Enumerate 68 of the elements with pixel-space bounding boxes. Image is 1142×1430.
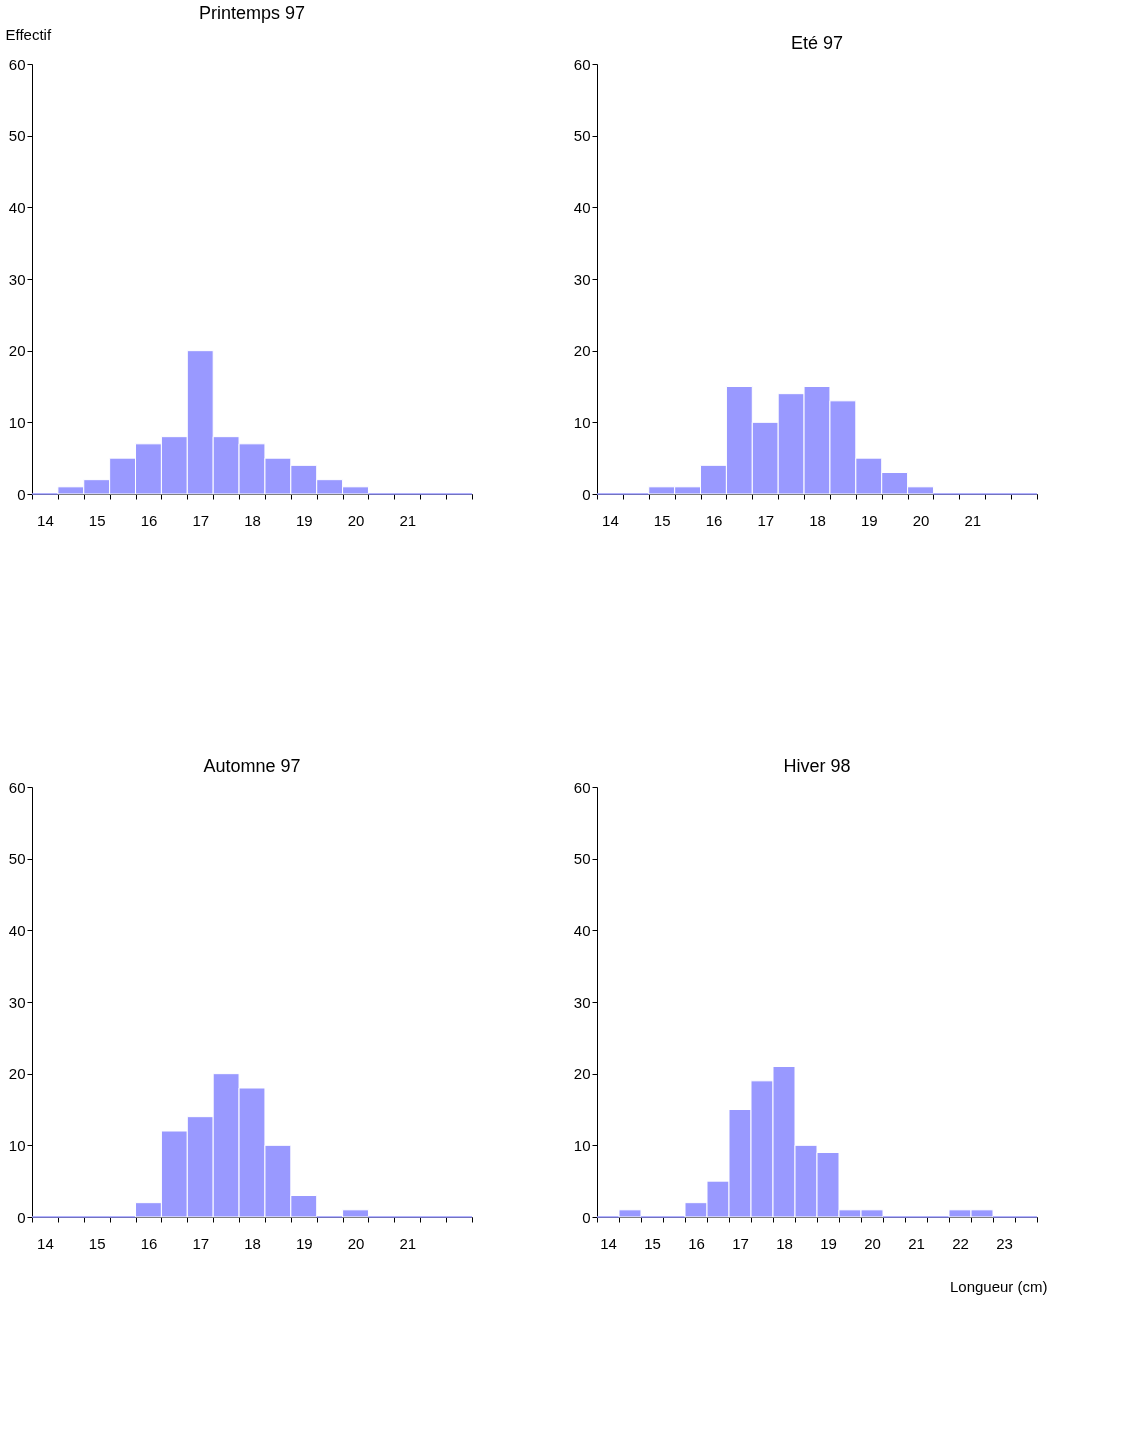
y-tick-label: 10 — [8, 1136, 26, 1154]
y-tick-label: 60 — [8, 778, 26, 796]
x-tick-label: 17 — [192, 511, 210, 529]
x-tick-label: 20 — [912, 511, 930, 529]
y-tick-label: 50 — [8, 850, 26, 868]
x-axis-title: Longueur (cm) — [949, 1277, 1048, 1295]
x-tick-label: 19 — [295, 511, 313, 529]
y-tick-label: 0 — [582, 1208, 591, 1226]
chart-title: Hiver 98 — [783, 756, 851, 776]
x-tick-label: 16 — [688, 1234, 705, 1252]
x-tick-label: 20 — [347, 1234, 365, 1252]
x-tick-label: 14 — [600, 1234, 617, 1252]
x-tick-label: 16 — [140, 1234, 158, 1252]
y-tick-label: 60 — [573, 778, 591, 796]
y-tick-label: 40 — [573, 921, 591, 939]
x-tick-label: 14 — [602, 511, 619, 529]
y-tick-label: 0 — [17, 485, 26, 503]
x-tick-label: 17 — [732, 1234, 749, 1252]
y-tick-label: 0 — [17, 1208, 26, 1226]
x-tick-label: 17 — [192, 1234, 210, 1252]
x-tick-label: 21 — [908, 1234, 925, 1252]
x-tick-label: 18 — [809, 511, 826, 529]
x-tick-label: 20 — [864, 1234, 881, 1252]
x-tick-label: 18 — [244, 511, 261, 529]
y-tick-label: 50 — [573, 127, 591, 145]
y-tick-label: 40 — [8, 198, 26, 216]
x-tick-label: 21 — [964, 511, 982, 529]
x-tick-label: 18 — [244, 1234, 261, 1252]
x-tick-label: 14 — [37, 1234, 54, 1252]
chart-title: Automne 97 — [203, 756, 301, 776]
y-tick-label: 10 — [8, 413, 26, 431]
y-tick-label: 20 — [8, 1065, 26, 1083]
y-tick-label: 40 — [8, 921, 26, 939]
x-tick-label: 19 — [295, 1234, 313, 1252]
x-tick-label: 23 — [996, 1234, 1013, 1252]
y-tick-label: 40 — [573, 198, 591, 216]
x-tick-label: 21 — [399, 1234, 417, 1252]
x-tick-label: 14 — [37, 511, 54, 529]
y-tick-label: 10 — [573, 1136, 591, 1154]
y-tick-label: 60 — [573, 55, 591, 73]
x-tick-label: 16 — [140, 511, 158, 529]
y-tick-label: 50 — [573, 850, 591, 868]
x-tick-label: 19 — [860, 511, 878, 529]
y-tick-label: 20 — [573, 1065, 591, 1083]
y-tick-label: 30 — [573, 270, 591, 288]
x-tick-label: 17 — [757, 511, 775, 529]
y-tick-label: 20 — [8, 342, 26, 360]
x-tick-label: 15 — [653, 511, 671, 529]
x-tick-label: 15 — [644, 1234, 661, 1252]
y-axis-title: Effectif — [5, 25, 52, 43]
x-tick-label: 21 — [399, 511, 417, 529]
x-tick-label: 18 — [776, 1234, 793, 1252]
x-tick-label: 19 — [820, 1234, 837, 1252]
x-tick-label: 22 — [952, 1234, 969, 1252]
x-tick-label: 15 — [88, 511, 106, 529]
x-tick-label: 16 — [705, 511, 723, 529]
y-tick-label: 10 — [573, 413, 591, 431]
y-tick-label: 50 — [8, 127, 26, 145]
chart-title: Eté 97 — [790, 33, 844, 53]
y-tick-label: 60 — [8, 55, 26, 73]
y-tick-label: 30 — [573, 993, 591, 1011]
y-tick-label: 30 — [8, 270, 26, 288]
x-tick-label: 20 — [347, 511, 365, 529]
y-tick-label: 0 — [582, 485, 591, 503]
y-tick-label: 30 — [8, 993, 26, 1011]
y-tick-label: 20 — [573, 342, 591, 360]
chart-title: Printemps 97 — [198, 3, 306, 23]
x-tick-label: 15 — [88, 1234, 106, 1252]
